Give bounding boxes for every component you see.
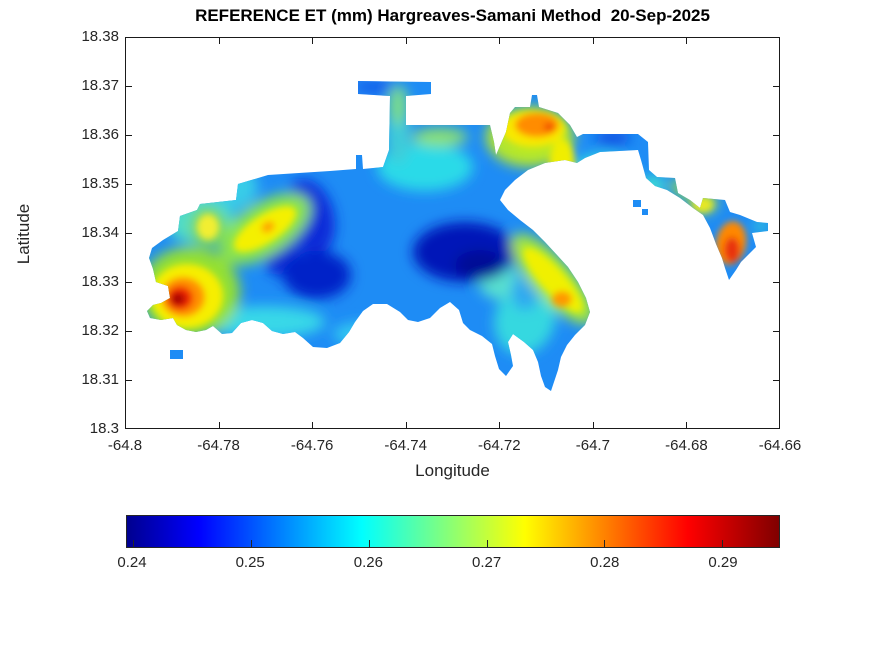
y-tick-label: 18.32 [81,322,119,339]
x-tick-label: -64.72 [478,437,521,454]
x-tick-label: -64.68 [665,437,708,454]
colorbar-tick-mark [368,540,370,547]
x-tick-label: -64.8 [107,437,143,454]
y-tick-label: 18.34 [81,224,119,241]
colorbar-tick-label: 0.26 [353,554,383,571]
y-tick-label: 18.31 [81,371,119,388]
colorbar-tick-mark [132,540,134,547]
y-axis-label: Latitude [14,203,33,265]
x-tick-label: -64.78 [197,437,240,454]
y-tick-label: 18.3 [89,420,119,437]
y-tick-label: 18.33 [81,273,119,290]
contour-map [125,37,780,429]
y-tick-label: 18.37 [81,77,119,94]
colorbar-tick-mark [722,540,724,547]
colorbar-tick-mark [250,540,252,547]
x-tick-label: -64.74 [384,437,427,454]
colorbar-tick-label: 0.25 [235,554,265,571]
colorbar-tick-label: 0.27 [472,554,502,571]
colorbar-tick-label: 0.28 [590,554,620,571]
y-tick-label: 18.38 [81,28,119,45]
x-axis-label: Longitude [415,461,490,480]
y-tick-label: 18.36 [81,126,119,143]
x-tick-label: -64.76 [290,437,334,454]
colorbar-tick-label: 0.24 [117,554,147,571]
colorbar-tick-mark [486,540,488,547]
y-tick-label: 18.35 [81,175,119,192]
x-tick-label: -64.66 [758,437,802,454]
colorbar-tick-mark [604,540,606,547]
colorbar [126,515,780,548]
x-tick-label: -64.7 [575,437,610,454]
colorbar-tick-label: 0.29 [708,554,738,571]
plot-area[interactable] [125,37,780,429]
plot-title: REFERENCE ET (mm) Hargreaves-Samani Meth… [195,6,710,25]
